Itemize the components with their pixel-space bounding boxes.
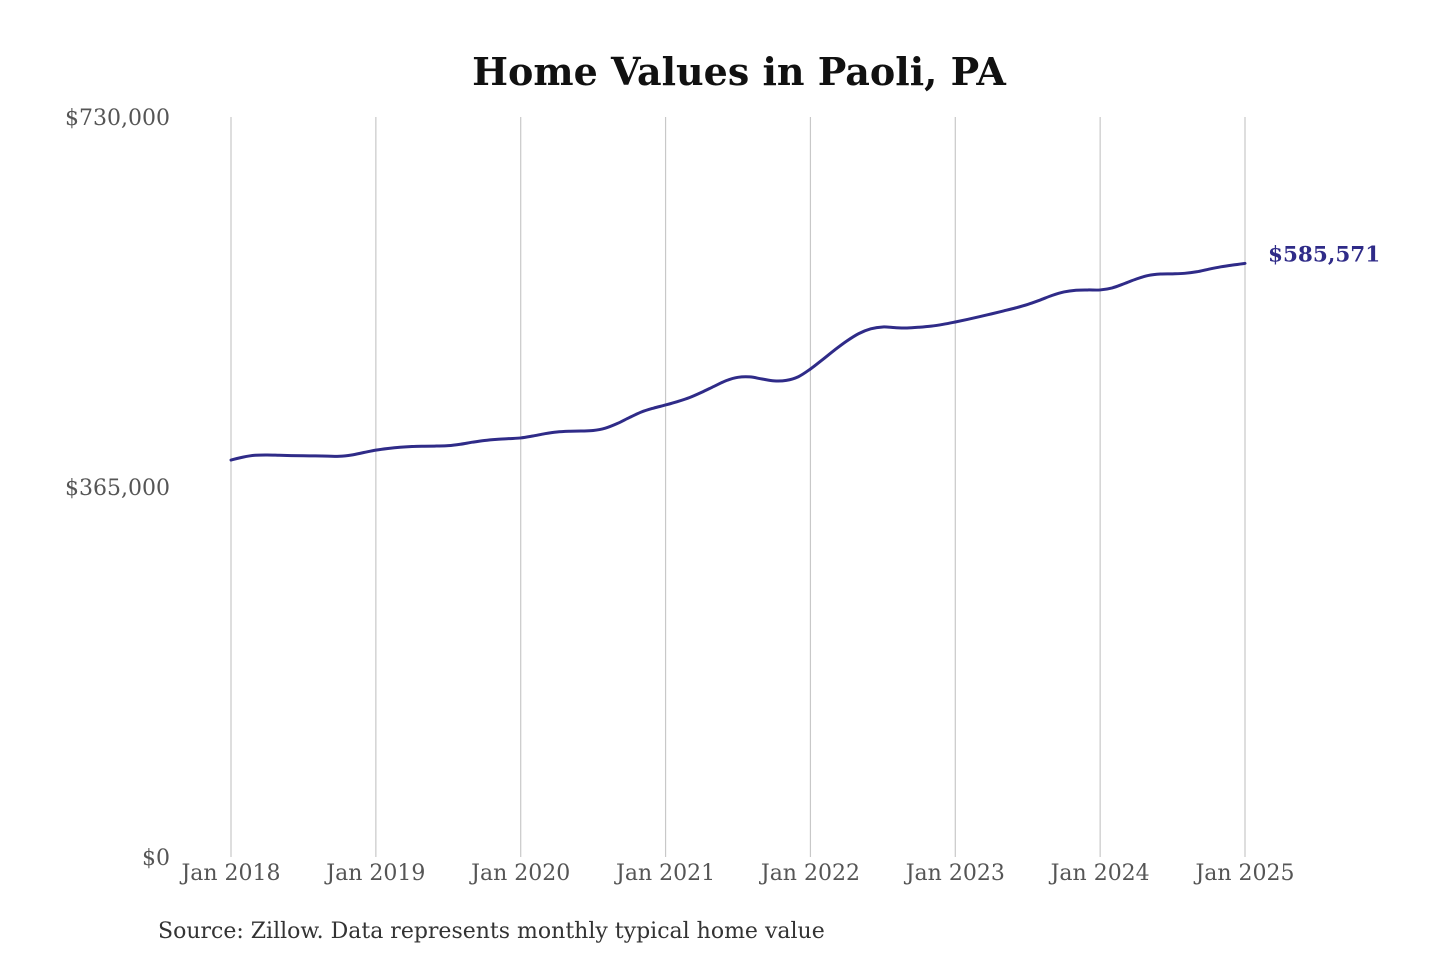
x-tick-label: Jan 2019 [324,861,425,886]
x-gridlines [230,117,1246,857]
data-labels: $585,571 [1268,242,1380,267]
y-axis-tick-labels: $0 $365,000 $730,000 [65,106,170,871]
y-tick-label: $730,000 [65,106,170,131]
x-tick-label: Jan 2024 [1049,861,1150,886]
series-lines [229,261,1247,462]
x-tick-label: Jan 2022 [759,861,860,886]
end-value-label: $585,571 [1268,242,1380,267]
y-tick-label: $365,000 [65,476,170,501]
x-axis-tick-labels: Jan 2018 Jan 2019 Jan 2020 Jan 2021 Jan 2022… [179,861,1294,886]
y-tick-label: $0 [142,846,170,871]
source-note: Source: Zillow. Data represents monthly … [158,919,825,944]
series-line [229,261,1247,462]
x-tick-label: Jan 2023 [904,861,1005,886]
x-tick-label: Jan 2021 [614,861,715,886]
x-tick-label: Jan 2025 [1193,861,1294,886]
x-tick-label: Jan 2018 [179,861,280,886]
x-tick-label: Jan 2020 [469,861,570,886]
chart-title: Home Values in Paoli, PA [472,49,1006,94]
